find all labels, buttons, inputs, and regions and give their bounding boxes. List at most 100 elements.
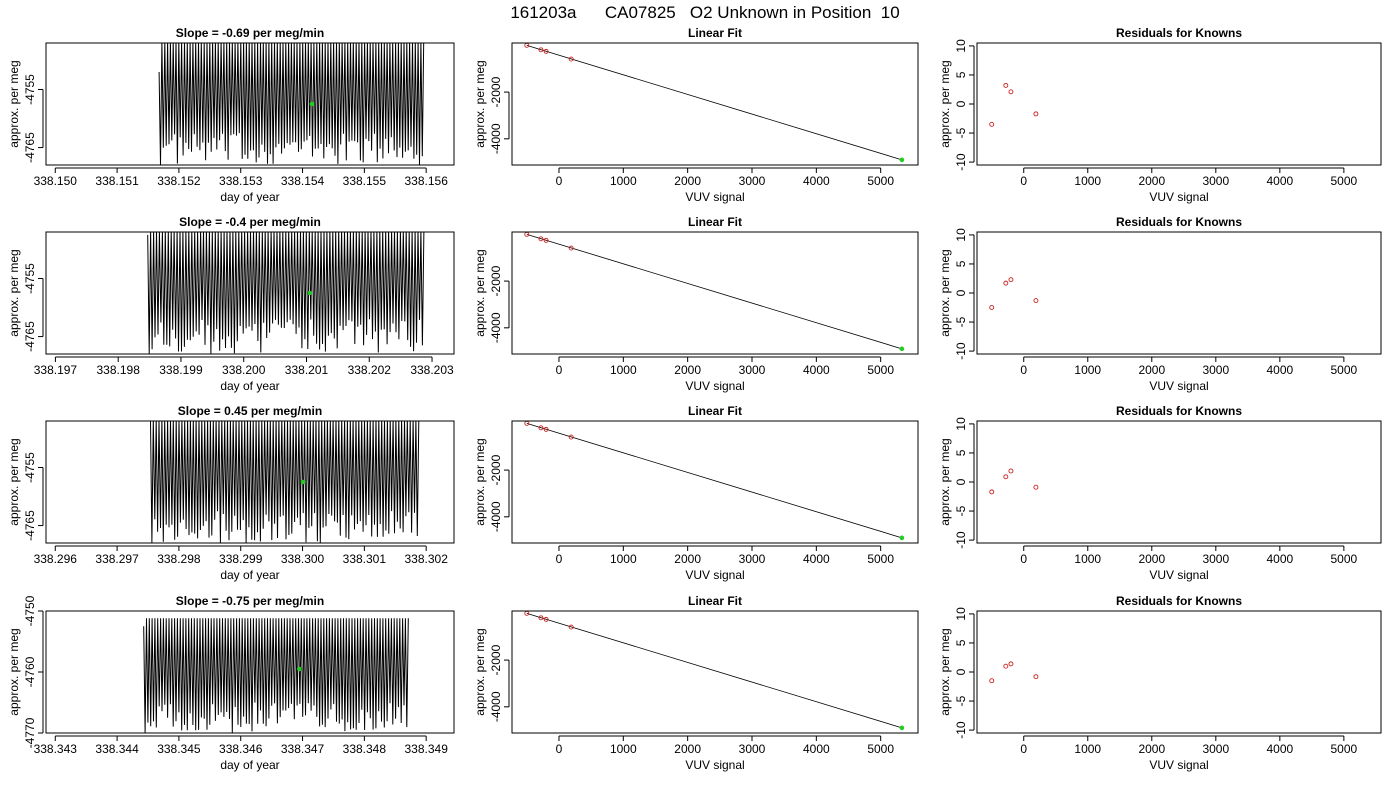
known-point bbox=[568, 56, 574, 62]
plot-frame bbox=[976, 420, 1382, 544]
residual-point bbox=[1033, 111, 1039, 117]
x-tick-label: 0 bbox=[1020, 742, 1027, 756]
y-axis-label: approx. per meg bbox=[938, 438, 952, 525]
x-tick-label: 338.344 bbox=[95, 742, 139, 756]
x-tick-label: 1000 bbox=[610, 742, 637, 756]
panel-1-1: Linear Fit 0 1000 2000 3000 4000 5000 VUV signa… bbox=[473, 215, 919, 393]
x-tick-label: 4000 bbox=[803, 552, 830, 566]
residual-point bbox=[1033, 298, 1039, 304]
x-tick-label: 338.201 bbox=[285, 363, 329, 377]
x-tick-label: 338.150 bbox=[34, 174, 78, 188]
y-tick-label: 10 bbox=[954, 607, 968, 621]
y-tick-label: -5 bbox=[954, 505, 968, 516]
y-axis: 10 5 0 -5 -10 bbox=[954, 228, 975, 360]
x-tick-label: 338.203 bbox=[410, 363, 454, 377]
trace-line bbox=[143, 618, 409, 733]
x-axis: 0 1000 2000 3000 4000 5000 bbox=[556, 356, 894, 377]
residual-point bbox=[1033, 674, 1039, 680]
x-tick-label: 3000 bbox=[739, 552, 766, 566]
x-tick-label: 338.153 bbox=[219, 174, 263, 188]
panel-0-1: Linear Fit 0 1000 2000 3000 4000 5000 VUV signa… bbox=[473, 26, 919, 204]
x-tick-label: 3000 bbox=[739, 174, 766, 188]
x-axis-label: day of year bbox=[220, 379, 279, 393]
panel-title: Slope = 0.45 per meg/min bbox=[178, 404, 322, 418]
x-tick-label: 5000 bbox=[867, 174, 894, 188]
unknown-point bbox=[297, 666, 302, 672]
residual-point bbox=[1008, 661, 1014, 667]
y-tick-label: -5 bbox=[954, 695, 968, 706]
x-tick-label: 338.200 bbox=[222, 363, 266, 377]
x-tick-label: 4000 bbox=[803, 174, 830, 188]
residual-point bbox=[1033, 484, 1039, 490]
x-axis-label: VUV signal bbox=[1149, 758, 1208, 772]
y-axis: -2000 -4000 bbox=[489, 454, 510, 532]
panel-title: Slope = -0.69 per meg/min bbox=[176, 26, 324, 40]
page-title: 161203a CA07825 O2 Unknown in Position 1… bbox=[510, 3, 899, 22]
x-tick-label: 5000 bbox=[1331, 742, 1358, 756]
unknown-point bbox=[309, 101, 315, 107]
x-tick-label: 3000 bbox=[1202, 742, 1229, 756]
panel-title: Residuals for Knowns bbox=[1116, 26, 1242, 40]
plot-frame bbox=[45, 610, 455, 734]
known-point bbox=[538, 236, 544, 242]
y-tick-label: -10 bbox=[954, 531, 968, 549]
y-tick-label: -4765 bbox=[23, 321, 37, 352]
plot-frame bbox=[511, 231, 919, 355]
x-tick-label: 0 bbox=[556, 742, 563, 756]
panel-content bbox=[989, 82, 1039, 127]
x-tick-label: 1000 bbox=[610, 552, 637, 566]
y-tick-label: 5 bbox=[954, 449, 968, 456]
x-tick-label: 1000 bbox=[1074, 174, 1101, 188]
x-tick-label: 1000 bbox=[610, 363, 637, 377]
x-tick-label: 1000 bbox=[1074, 363, 1101, 377]
x-tick-label: 4000 bbox=[1266, 363, 1293, 377]
x-tick-label: 3000 bbox=[739, 363, 766, 377]
x-tick-label: 4000 bbox=[1266, 552, 1293, 566]
y-tick-label: 0 bbox=[954, 478, 968, 485]
fit-line bbox=[526, 422, 903, 539]
panel-content bbox=[989, 468, 1039, 495]
x-tick-label: 338.155 bbox=[343, 174, 387, 188]
y-tick-label: -4000 bbox=[489, 501, 503, 532]
x-axis: 0 1000 2000 3000 4000 5000 bbox=[1020, 545, 1358, 566]
x-axis-label: day of year bbox=[220, 190, 279, 204]
y-tick-label: -10 bbox=[954, 721, 968, 739]
x-tick-label: 2000 bbox=[1138, 363, 1165, 377]
y-axis-label: approx. per meg bbox=[938, 60, 952, 147]
x-tick-label: 0 bbox=[556, 552, 563, 566]
trace-line bbox=[147, 232, 425, 354]
y-axis: -4755 -4765 bbox=[23, 263, 44, 352]
residual-point bbox=[989, 121, 995, 127]
panel-content bbox=[524, 232, 905, 352]
x-tick-label: 2000 bbox=[674, 174, 701, 188]
known-point bbox=[543, 426, 549, 432]
residual-point bbox=[1008, 277, 1014, 283]
plot-frame bbox=[976, 231, 1382, 355]
unknown-point bbox=[899, 535, 905, 541]
x-tick-label: 338.152 bbox=[157, 174, 201, 188]
x-tick-label: 2000 bbox=[1138, 552, 1165, 566]
y-axis: -2000 -4000 bbox=[489, 265, 510, 343]
x-axis-label: day of year bbox=[220, 758, 279, 772]
x-tick-label: 338.154 bbox=[281, 174, 325, 188]
x-tick-label: 2000 bbox=[1138, 742, 1165, 756]
x-tick-label: 0 bbox=[1020, 363, 1027, 377]
panel-title: Slope = -0.75 per meg/min bbox=[176, 594, 324, 608]
x-tick-label: 4000 bbox=[1266, 742, 1293, 756]
x-tick-label: 338.349 bbox=[404, 742, 448, 756]
y-tick-label: -2000 bbox=[489, 76, 503, 107]
x-tick-label: 3000 bbox=[1202, 552, 1229, 566]
unknown-point bbox=[300, 479, 306, 485]
x-axis-label: VUV signal bbox=[685, 379, 744, 393]
x-tick-label: 4000 bbox=[803, 742, 830, 756]
x-tick-label: 338.202 bbox=[348, 363, 392, 377]
x-axis-label: VUV signal bbox=[1149, 190, 1208, 204]
x-tick-label: 0 bbox=[556, 363, 563, 377]
x-tick-label: 338.301 bbox=[343, 552, 387, 566]
